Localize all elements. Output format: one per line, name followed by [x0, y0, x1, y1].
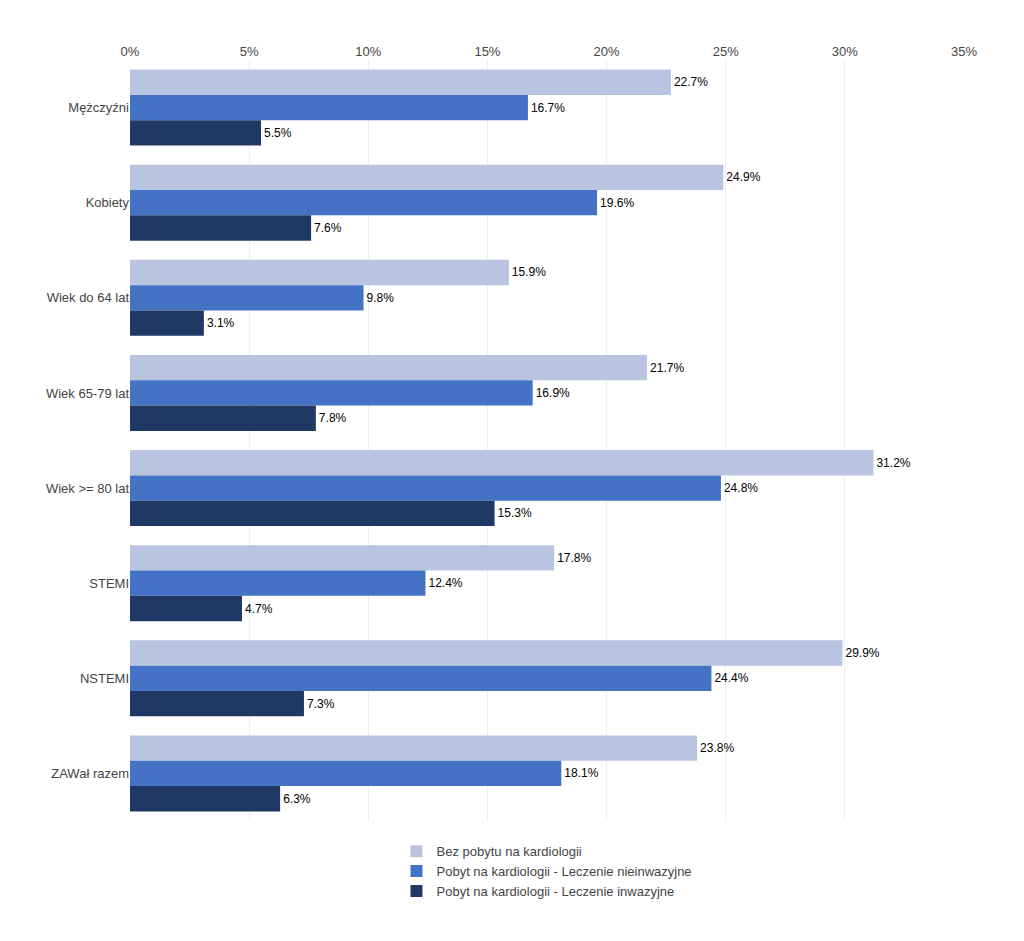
svg-text:NSTEMI: NSTEMI	[80, 671, 129, 686]
svg-text:3.1%: 3.1%	[207, 316, 235, 330]
svg-text:Wiek >= 80 lat: Wiek >= 80 lat	[46, 481, 129, 496]
svg-text:17.8%: 17.8%	[557, 551, 591, 565]
svg-text:20%: 20%	[594, 44, 620, 59]
svg-text:24.8%: 24.8%	[724, 481, 758, 495]
svg-text:12.4%: 12.4%	[428, 576, 462, 590]
svg-text:5.5%: 5.5%	[264, 126, 292, 140]
svg-text:STEMI: STEMI	[89, 576, 129, 591]
svg-text:29.9%: 29.9%	[845, 646, 879, 660]
svg-text:4.7%: 4.7%	[245, 602, 273, 616]
svg-text:10%: 10%	[355, 44, 381, 59]
svg-text:21.7%: 21.7%	[650, 361, 684, 375]
svg-text:Wiek 65-79 lat: Wiek 65-79 lat	[46, 385, 129, 400]
svg-text:31.2%: 31.2%	[876, 456, 910, 470]
svg-text:23.8%: 23.8%	[700, 741, 734, 755]
svg-text:7.6%: 7.6%	[314, 221, 342, 235]
svg-text:35%: 35%	[951, 44, 977, 59]
svg-text:Bez pobytu na kardiologii: Bez pobytu na kardiologii	[437, 844, 582, 859]
svg-text:0%: 0%	[121, 44, 140, 59]
svg-text:Wiek do 64 lat: Wiek do 64 lat	[47, 290, 130, 305]
svg-text:5%: 5%	[240, 44, 259, 59]
svg-text:6.3%: 6.3%	[283, 792, 311, 806]
svg-text:15%: 15%	[474, 44, 500, 59]
svg-text:Pobyt na kardiologii - Leczeni: Pobyt na kardiologii - Leczenie nieinwaz…	[437, 864, 692, 879]
svg-text:24.4%: 24.4%	[714, 671, 748, 685]
svg-text:Pobyt na kardiologii - Leczeni: Pobyt na kardiologii - Leczenie inwazyjn…	[437, 884, 675, 899]
svg-text:15.9%: 15.9%	[512, 265, 546, 279]
svg-text:16.7%: 16.7%	[531, 101, 565, 115]
svg-text:22.7%: 22.7%	[674, 75, 708, 89]
svg-text:7.8%: 7.8%	[319, 411, 347, 425]
svg-text:Mężczyźni: Mężczyźni	[68, 100, 129, 115]
svg-text:ZAWał razem: ZAWał razem	[51, 766, 129, 781]
svg-text:18.1%: 18.1%	[564, 766, 598, 780]
svg-text:19.6%: 19.6%	[600, 196, 634, 210]
svg-text:25%: 25%	[713, 44, 739, 59]
svg-text:16.9%: 16.9%	[536, 386, 570, 400]
svg-text:24.9%: 24.9%	[726, 170, 760, 184]
svg-text:9.8%: 9.8%	[367, 291, 395, 305]
svg-text:30%: 30%	[832, 44, 858, 59]
svg-text:Kobiety: Kobiety	[86, 195, 130, 210]
svg-text:15.3%: 15.3%	[498, 506, 532, 520]
svg-text:7.3%: 7.3%	[307, 697, 335, 711]
